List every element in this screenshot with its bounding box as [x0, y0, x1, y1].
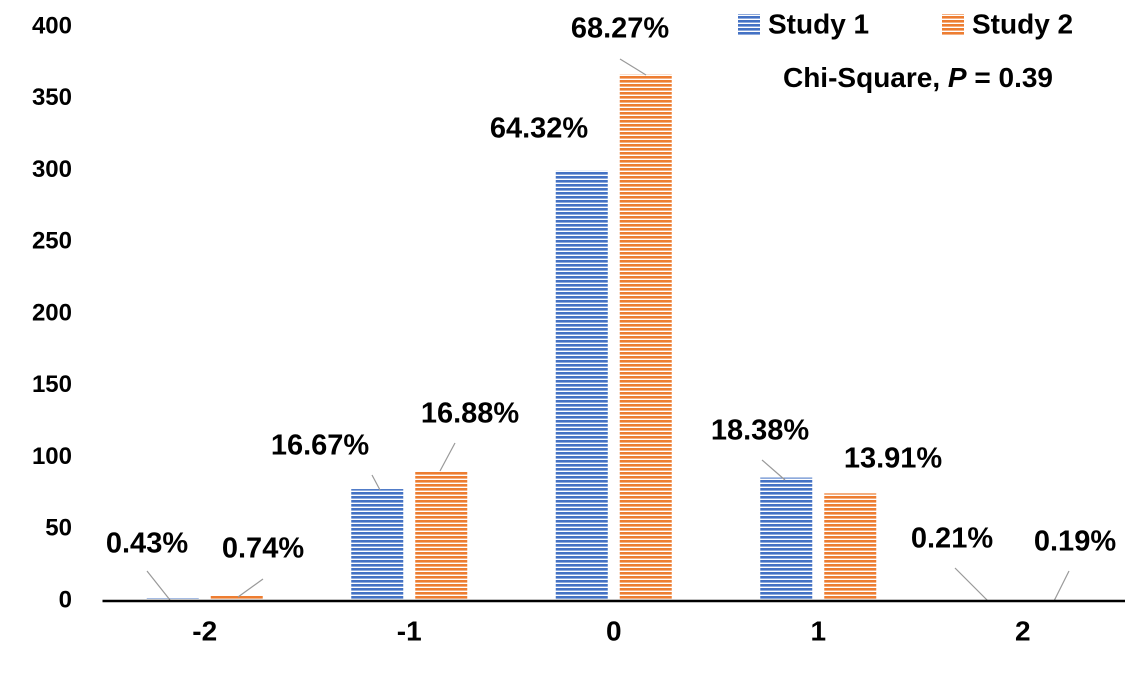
x-tick-label: 2 [1015, 615, 1031, 646]
legend-swatch [942, 14, 964, 36]
leader-line [371, 474, 381, 491]
bar [760, 477, 813, 601]
annotation-text: P [948, 62, 967, 93]
value-label: 68.27% [571, 13, 670, 45]
value-label: 0.43% [106, 528, 188, 560]
bar [351, 489, 404, 601]
bar [415, 471, 468, 601]
annotation-text: = 0.39 [967, 62, 1053, 93]
annotation: Chi-Square, P = 0.39 [783, 62, 1053, 93]
y-tick-label: 200 [32, 299, 72, 326]
leader-line [954, 567, 989, 602]
value-label: 64.32% [490, 113, 589, 145]
value-label: 0.74% [222, 533, 304, 565]
y-tick-label: 0 [59, 586, 72, 613]
value-label: 0.21% [911, 523, 993, 555]
bar [824, 493, 877, 601]
legend-swatch [738, 14, 760, 36]
x-tick-label: -2 [192, 615, 217, 646]
y-tick-label: 50 [45, 515, 72, 542]
bar [146, 598, 199, 601]
value-label: 16.67% [271, 430, 370, 462]
bar [555, 170, 608, 601]
y-tick-label: 250 [32, 228, 72, 255]
x-tick-label: 1 [810, 615, 826, 646]
y-tick-label: 300 [32, 156, 72, 183]
value-label: 0.19% [1034, 526, 1116, 558]
leader-line [761, 459, 786, 481]
leader-line [237, 578, 264, 598]
x-tick-label: 0 [606, 615, 622, 646]
y-tick-label: 350 [32, 84, 72, 111]
legend-label: Study 1 [768, 8, 869, 39]
y-tick-label: 150 [32, 371, 72, 398]
annotation-text: Chi-Square, [783, 62, 948, 93]
value-label: 16.88% [421, 398, 520, 430]
x-tick-label: -1 [397, 615, 422, 646]
leader-line [439, 442, 456, 472]
bar [210, 595, 263, 601]
y-tick-label: 100 [32, 443, 72, 470]
leader-line [619, 58, 647, 76]
leader-line [1053, 570, 1070, 602]
value-label: 13.91% [844, 443, 943, 475]
y-tick-label: 400 [32, 12, 72, 39]
legend-label: Study 2 [972, 8, 1073, 39]
leader-line [146, 570, 171, 601]
value-label: 18.38% [711, 415, 810, 447]
bar [619, 74, 672, 602]
